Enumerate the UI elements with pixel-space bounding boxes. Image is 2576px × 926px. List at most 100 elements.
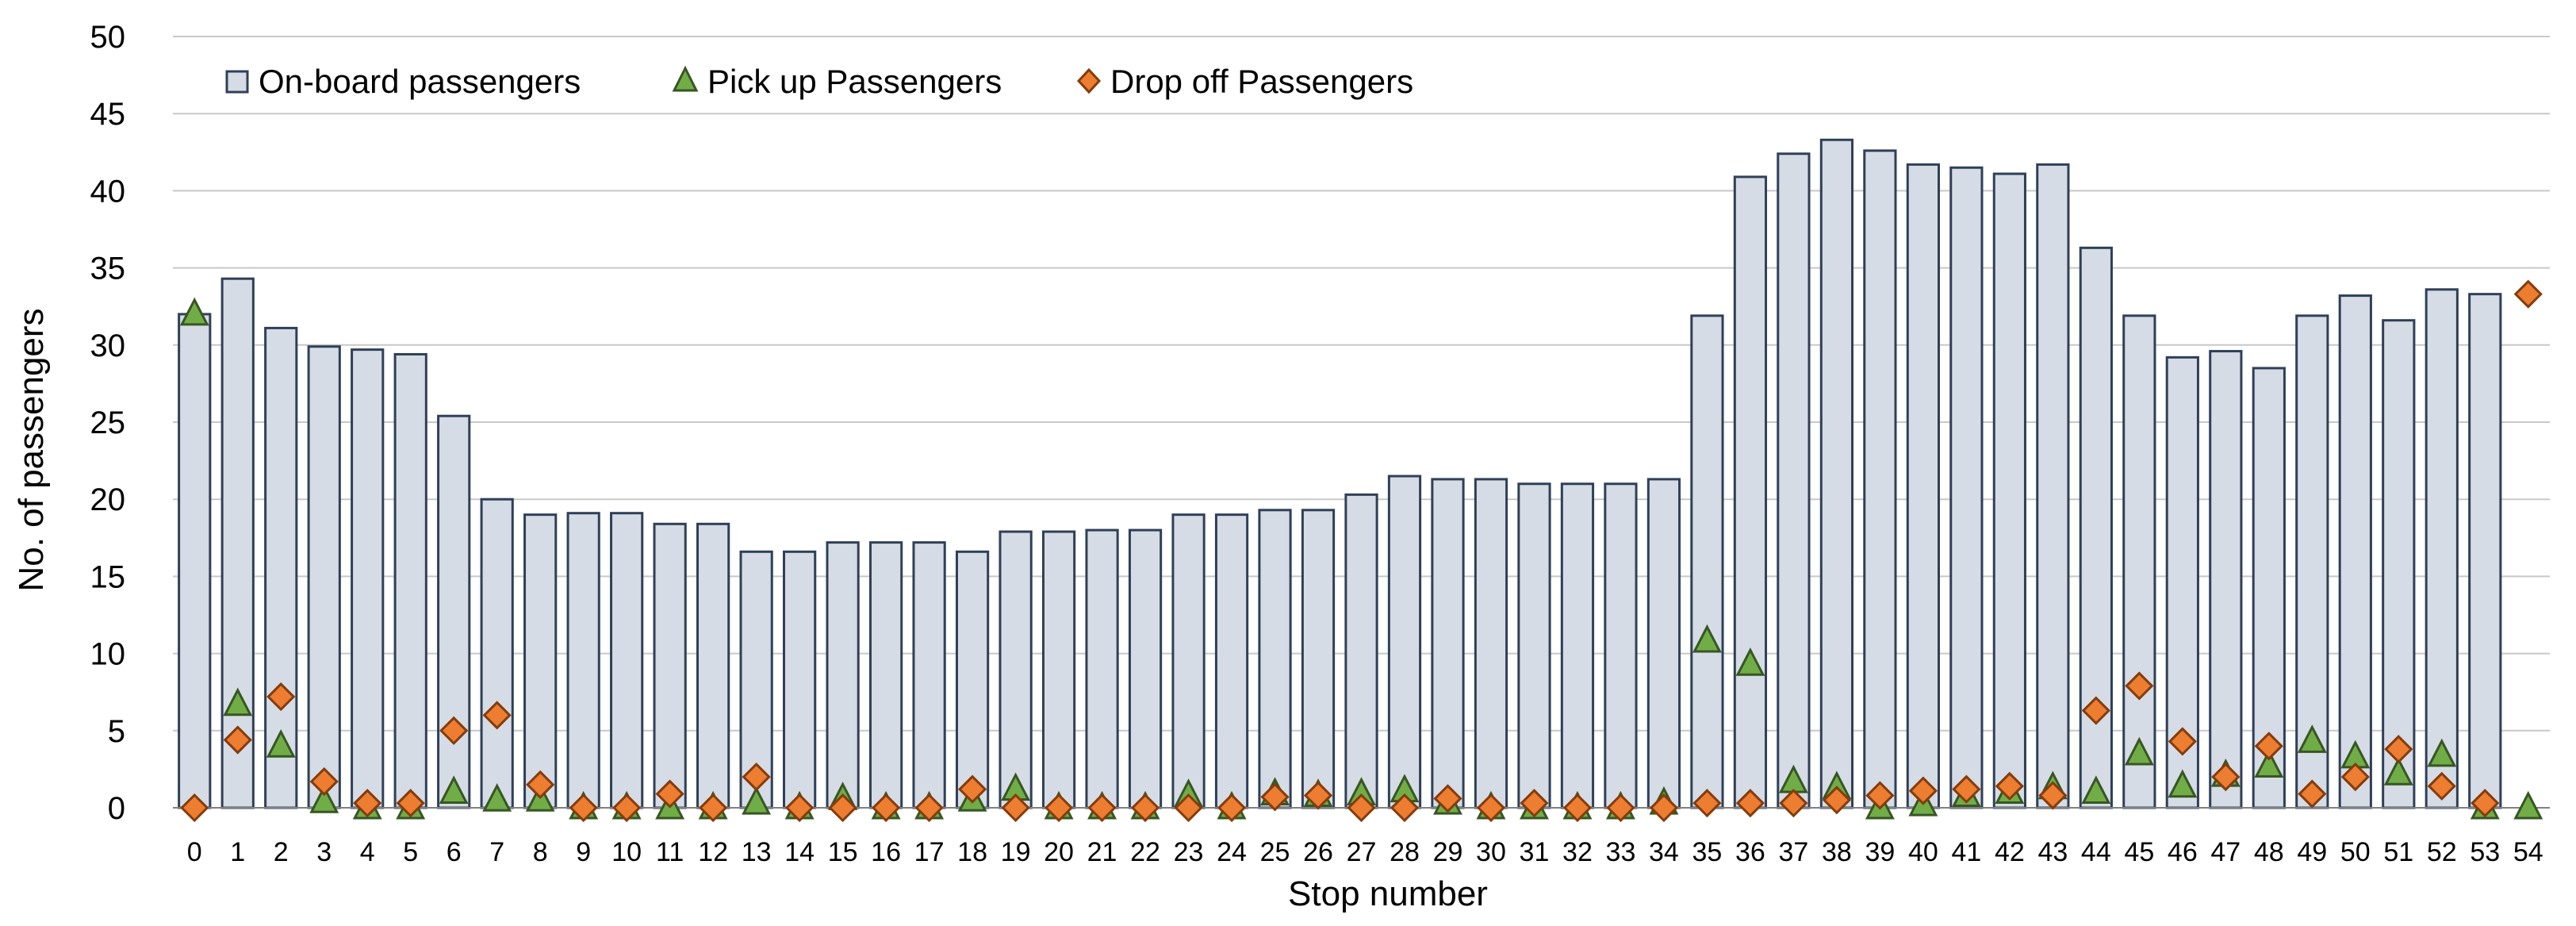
dropoff-point: [1692, 789, 1722, 818]
x-tick-label: 16: [871, 837, 901, 867]
dropoff-point: [871, 793, 901, 823]
dropoff-point: [1260, 782, 1290, 812]
pickup-point: [266, 728, 296, 758]
dropoff-point: [1130, 793, 1160, 823]
bar: [826, 541, 860, 809]
legend-swatch-onboard: [225, 70, 249, 94]
dropoff-point: [2471, 789, 2500, 818]
legend: On-board passengers Pick up Passengers D…: [225, 63, 1413, 100]
dropoff-point: [569, 793, 598, 823]
bar: [1646, 478, 1681, 809]
x-tick-label: 0: [187, 837, 202, 867]
bar: [696, 522, 730, 809]
dropoff-point: [1908, 776, 1938, 805]
bar: [2209, 350, 2243, 809]
legend-label-dropoff: Drop off Passengers: [1110, 63, 1413, 100]
x-tick-label: 23: [1174, 837, 1204, 867]
dropoff-point: [1303, 781, 1333, 810]
x-tick-label: 30: [1476, 837, 1506, 867]
legend-label-onboard: On-board passengers: [259, 63, 581, 100]
dropoff-point: [439, 716, 469, 745]
x-tick-label: 17: [914, 837, 945, 867]
dropoff-point: [1562, 793, 1593, 823]
x-tick-label: 12: [698, 837, 728, 867]
bar: [1431, 478, 1465, 809]
x-tick-label: 10: [611, 837, 642, 867]
pickup-point: [223, 687, 253, 717]
dropoff-point: [2513, 279, 2543, 309]
dropoff-point: [655, 779, 684, 809]
bar: [1474, 478, 1508, 809]
pickup-point: [2168, 769, 2198, 798]
bar: [437, 414, 471, 809]
bar: [2122, 314, 2156, 809]
dropoff-point: [1390, 793, 1420, 823]
x-tick-label: 4: [360, 837, 375, 867]
bar: [868, 541, 903, 809]
legend-label-pickup: Pick up Passengers: [707, 63, 1002, 100]
bar: [264, 326, 298, 809]
dropoff-point: [1865, 781, 1895, 810]
x-tick-label: 37: [1778, 837, 1808, 867]
y-axis-title: No. of passengers: [12, 308, 51, 591]
bar: [351, 348, 385, 809]
x-tick-label: 20: [1044, 837, 1074, 867]
y-tick-label: 20: [90, 482, 126, 517]
bar: [1560, 482, 1595, 809]
pickup-point: [2254, 749, 2284, 778]
x-tick-label: 29: [1433, 837, 1463, 867]
dropoff-point: [1520, 789, 1549, 818]
dropoff-point: [2340, 762, 2370, 792]
dropoff-point: [957, 774, 987, 804]
bar: [2382, 319, 2416, 809]
x-tick-label: 5: [403, 837, 418, 867]
dropoff-point: [1174, 793, 1203, 823]
x-tick-label: 51: [2383, 837, 2413, 867]
bar: [955, 550, 990, 809]
x-tick-label: 15: [828, 837, 858, 867]
dropoff-point: [396, 789, 425, 818]
bar: [1214, 513, 1249, 809]
x-tick-label: 28: [1390, 837, 1420, 867]
x-tick-label: 31: [1520, 837, 1550, 867]
dropoff-point: [482, 701, 512, 730]
x-tick-label: 50: [2340, 837, 2371, 867]
dropoff-point: [1649, 793, 1679, 823]
x-tick-label: 34: [1649, 837, 1679, 867]
y-tick-label: 30: [90, 329, 126, 363]
x-tick-label: 49: [2297, 837, 2327, 867]
dropoff-point: [2081, 696, 2110, 725]
markers: [179, 279, 2543, 823]
x-tick-label: 38: [1822, 837, 1852, 867]
bar: [1085, 528, 1119, 809]
x-tick-label: 7: [489, 837, 504, 867]
x-tick-label: 44: [2081, 837, 2111, 867]
dropoff-point: [612, 793, 642, 823]
x-tick-label: 53: [2470, 837, 2500, 867]
x-axis-title: Stop number: [1288, 874, 1488, 913]
x-tick-label: 1: [230, 837, 245, 867]
bar: [220, 277, 255, 809]
dropoff-point: [1952, 774, 1981, 804]
bar: [2338, 294, 2372, 809]
bar: [610, 512, 644, 809]
bar: [1949, 166, 1984, 809]
dropoff-point: [2038, 781, 2068, 810]
pickup-point: [2081, 775, 2111, 805]
x-tick-label: 2: [274, 837, 289, 867]
legend-triangle-icon: [672, 65, 699, 92]
dropoff-point: [1087, 793, 1117, 823]
dropoff-point: [2427, 771, 2456, 801]
y-tick-label: 0: [108, 791, 125, 826]
bar: [1906, 163, 1940, 809]
y-tick-label: 45: [90, 97, 126, 132]
x-tick-label: 14: [784, 837, 815, 867]
dropoff-point: [699, 793, 728, 823]
dropoff-point: [1001, 793, 1030, 823]
bar: [1690, 314, 1724, 809]
x-tick-label: 48: [2254, 837, 2284, 867]
bar: [653, 522, 687, 809]
dropoff-point: [1779, 789, 1808, 818]
pickup-point: [2297, 724, 2327, 753]
